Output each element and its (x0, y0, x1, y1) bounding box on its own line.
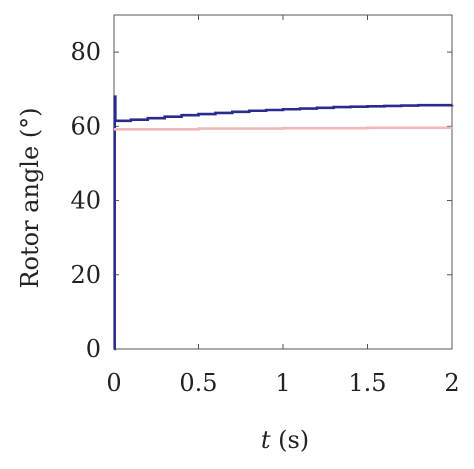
x-axis-variable: t (261, 426, 271, 454)
y-tick-label: 20 (70, 261, 101, 289)
plot-frame (113, 14, 453, 350)
y-tick-label: 0 (86, 335, 101, 363)
x-tick-label: 2 (444, 369, 459, 397)
series-line-1 (113, 95, 454, 351)
x-tick-label: 1.5 (348, 369, 386, 397)
x-tick-label: 0 (106, 369, 121, 397)
y-tick-label: 40 (70, 187, 101, 215)
axis-ticks (113, 15, 453, 350)
x-tick-label: 1 (275, 369, 290, 397)
plot-border (113, 14, 453, 350)
x-axis-label: t (s) (261, 426, 309, 454)
y-axis-label: Rotor angle (°) (16, 107, 44, 288)
series-line-2 (114, 126, 454, 131)
x-axis-unit: (s) (270, 426, 309, 454)
series-layer (113, 95, 454, 351)
x-tick-label: 0.5 (179, 369, 217, 397)
y-tick-label: 60 (70, 112, 101, 140)
y-tick-label: 80 (70, 38, 101, 66)
